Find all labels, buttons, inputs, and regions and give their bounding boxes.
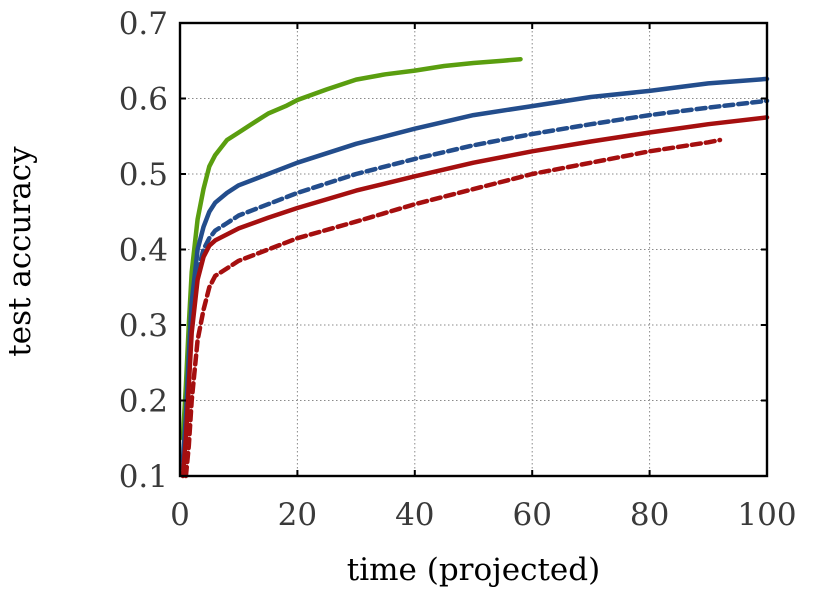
series-line-0 <box>180 56 523 441</box>
x-axis-label: time (projected) <box>347 552 600 588</box>
series-line-4 <box>183 137 723 479</box>
y-tick-label: 0.3 <box>119 308 168 344</box>
y-tick-label: 0.4 <box>119 233 168 269</box>
x-tick-labels: 0 20 40 60 80 100 <box>170 497 796 533</box>
x-tick-label: 0 <box>170 497 190 533</box>
series-line-2 <box>180 98 770 471</box>
x-tick-label: 80 <box>630 497 669 533</box>
series-group <box>180 56 770 479</box>
y-axis-label: test accuracy <box>2 146 38 357</box>
series-line-3 <box>180 115 770 479</box>
tick-marks <box>179 22 768 477</box>
y-tick-label: 0.6 <box>119 82 168 118</box>
x-tick-label: 100 <box>737 497 796 533</box>
y-tick-label: 0.2 <box>119 384 168 420</box>
y-tick-labels: 0.1 0.2 0.3 0.4 0.5 0.6 0.7 <box>119 6 168 495</box>
series-line-1 <box>180 76 770 464</box>
grid <box>180 23 767 476</box>
x-tick-label: 40 <box>395 497 434 533</box>
y-tick-label: 0.5 <box>119 157 168 193</box>
y-tick-label: 0.7 <box>119 6 168 42</box>
x-tick-label: 20 <box>278 497 317 533</box>
y-tick-label: 0.1 <box>119 459 168 495</box>
x-tick-label: 60 <box>512 497 551 533</box>
